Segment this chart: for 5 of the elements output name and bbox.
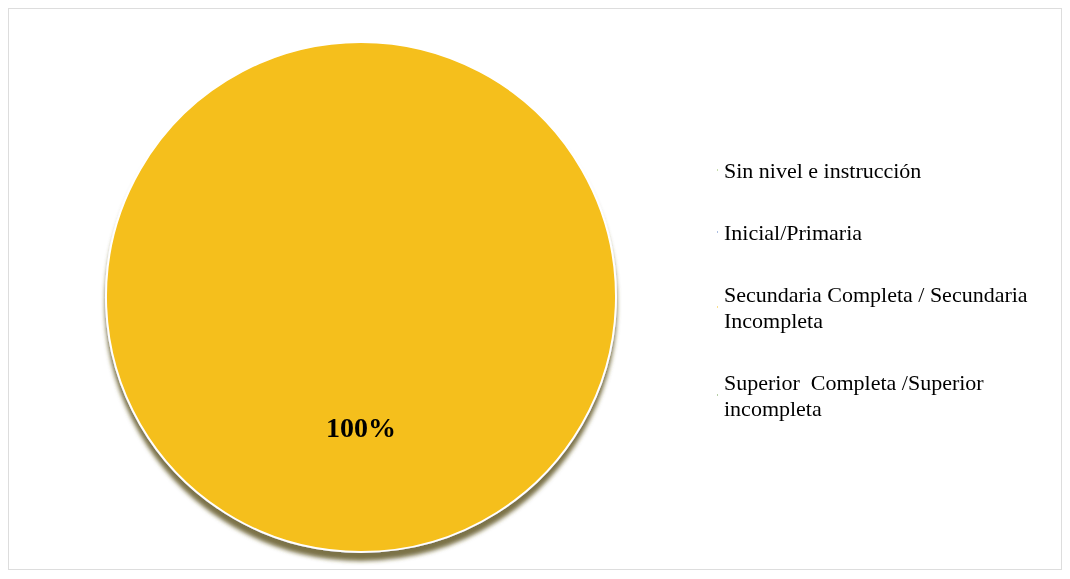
- legend-label: Inicial/Primaria: [724, 219, 863, 245]
- legend-label: Secundaria Completa / Secundaria Incompleta: [724, 281, 1034, 333]
- legend-label: Sin nivel e instrucción: [724, 157, 922, 183]
- legend-label: Superior Completa /Superior incompleta: [724, 369, 990, 421]
- data-label: 100%: [326, 412, 396, 443]
